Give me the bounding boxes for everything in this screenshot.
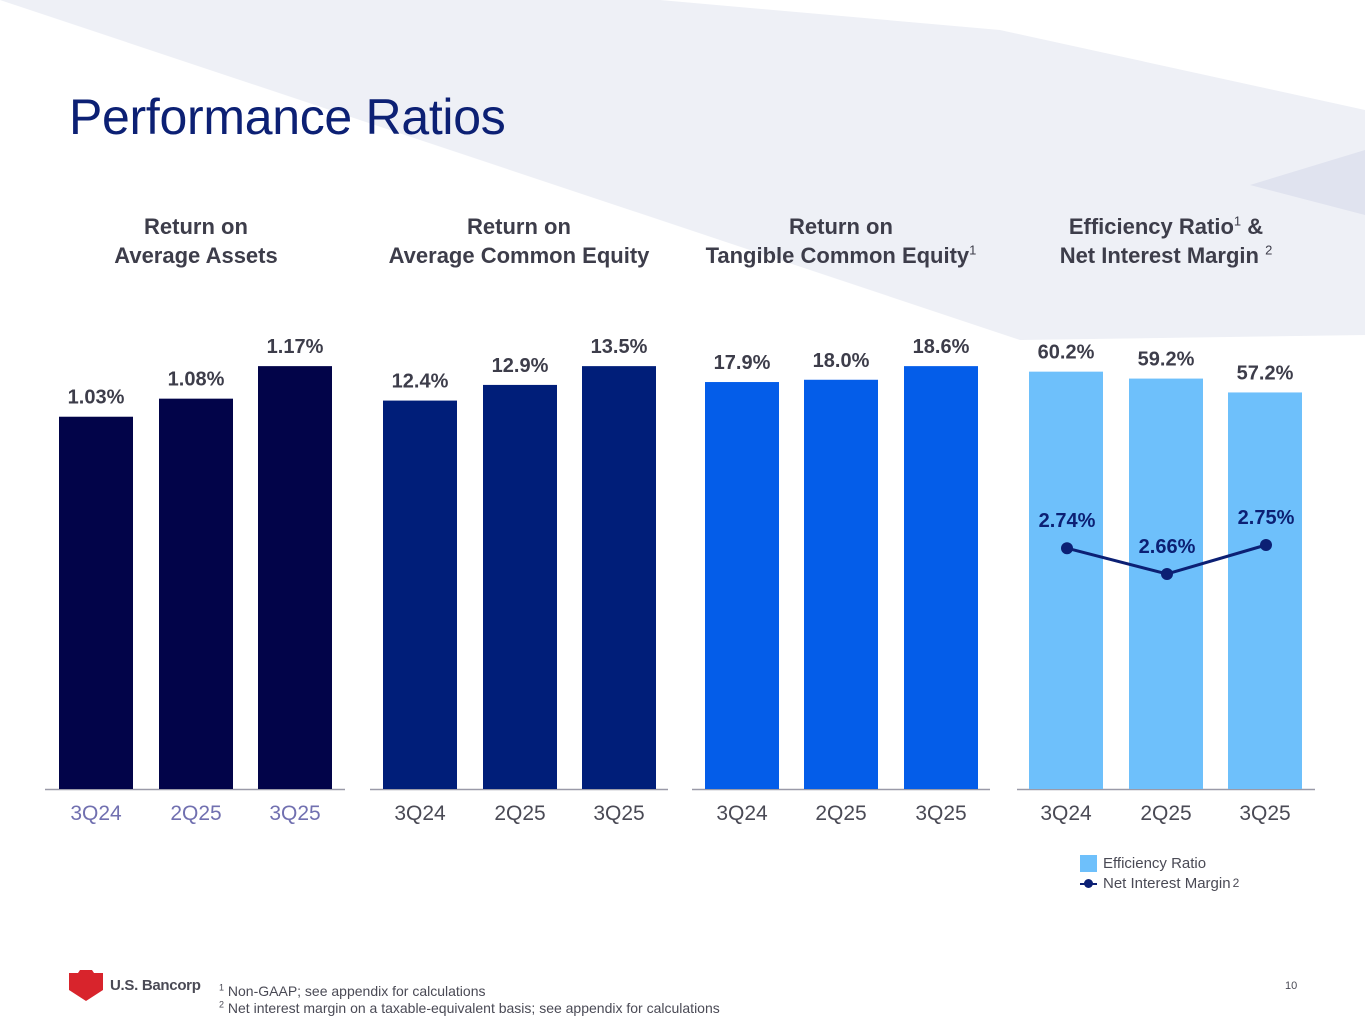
- roa-bar-3q24: [59, 416, 133, 789]
- rotce-bar-2q25: [804, 379, 878, 789]
- efficiency-title-ampersand: &: [1247, 214, 1264, 239]
- roe-tick-label-2q25: 2Q25: [494, 802, 545, 825]
- us-bancorp-shield-icon: [69, 970, 103, 1001]
- efficiency_nim-tick-label-3q25: 3Q25: [1239, 802, 1290, 825]
- roe-data-label-3q24: 12.4%: [392, 371, 449, 393]
- page-number: 10: [1285, 980, 1298, 992]
- efficiency_nim-bar-2q25: [1129, 378, 1203, 789]
- roe-title-line1: Return on: [467, 214, 571, 239]
- rotce-tick-label-3q25: 3Q25: [915, 802, 966, 825]
- footnote-1-text: Non-GAAP; see appendix for calculations: [227, 983, 486, 999]
- rotce-data-label-3q25: 18.6%: [913, 336, 970, 358]
- efficiency-nim-legend: Efficiency Ratio Net Interest Margin 2: [1080, 853, 1239, 893]
- efficiency-title-footnote-mark: 1: [1233, 213, 1242, 229]
- legend-label-net-interest-margin: Net Interest Margin: [1103, 874, 1231, 892]
- nim-title-text: Net Interest Margin: [1059, 243, 1259, 268]
- rotce-title-line2-text: Tangible Common Equity: [705, 243, 970, 268]
- roa-data-label-2q25: 1.08%: [168, 369, 225, 391]
- rotce-tick-label-3q24: 3Q24: [716, 802, 768, 825]
- roe-data-label-2q25: 12.9%: [492, 355, 549, 377]
- nim-point-3q24: [1061, 542, 1073, 555]
- efficiency-title-line2: Net Interest Margin 2: [1006, 241, 1326, 270]
- efficiency_nim-tick-label-3q24: 3Q24: [1040, 802, 1092, 825]
- efficiency_nim-data-label-2q25: 59.2%: [1138, 349, 1195, 371]
- nim-point-2q25: [1161, 568, 1173, 580]
- rotce-bar-3q24: [705, 382, 779, 789]
- roa-title-line1: Return on: [144, 214, 248, 239]
- rotce-title-line1: Return on: [789, 214, 893, 239]
- rotce-tick-label-2q25: 2Q25: [815, 802, 866, 825]
- page-title: Performance Ratios: [69, 89, 506, 145]
- nim-data-label-2q25: 2.66%: [1139, 536, 1196, 558]
- efficiency_nim-data-label-3q24: 60.2%: [1038, 342, 1095, 364]
- efficiency-ratio-swatch-icon: [1080, 854, 1097, 872]
- footnotes: 1 Non-GAAP; see appendix for calculation…: [219, 983, 720, 1017]
- roe-data-label-3q25: 13.5%: [591, 336, 648, 358]
- roa-chart-title: Return on Average Assets: [36, 212, 356, 270]
- roe-chart-title: Return on Average Common Equity: [359, 212, 679, 270]
- efficiency_nim-bar-3q25: [1228, 392, 1302, 789]
- rotce-title-line2: Tangible Common Equity1: [681, 241, 1001, 270]
- roa-bar-3q25: [258, 366, 332, 789]
- roa-tick-label-3q25: 3Q25: [269, 802, 320, 825]
- roa-title-line2: Average Assets: [114, 243, 278, 268]
- legend-item-net-interest-margin: Net Interest Margin 2: [1080, 873, 1239, 893]
- rotce-title-footnote-mark: 1: [969, 242, 977, 258]
- legend-item-efficiency-ratio: Efficiency Ratio: [1080, 853, 1239, 873]
- rotce-chart-title: Return on Tangible Common Equity1: [681, 212, 1001, 270]
- footnote-2: 2 Net interest margin on a taxable-equiv…: [219, 1000, 720, 1017]
- roe-tick-label-3q24: 3Q24: [394, 802, 446, 825]
- rotce-bar-3q25: [904, 366, 978, 789]
- nim-data-label-3q25: 2.75%: [1238, 507, 1295, 529]
- roa-data-label-3q24: 1.03%: [68, 387, 125, 409]
- legend-label-efficiency-ratio: Efficiency Ratio: [1103, 854, 1207, 872]
- nim-data-label-3q24: 2.74%: [1039, 510, 1096, 532]
- roa-bar-2q25: [159, 398, 233, 789]
- efficiency-nim-chart-title: Efficiency Ratio1 & Net Interest Margin …: [1006, 212, 1326, 270]
- roe-bar-3q24: [383, 400, 457, 789]
- net-interest-margin-line-icon: [1080, 875, 1097, 892]
- us-bancorp-logo: U.S. Bancorp: [68, 970, 201, 1001]
- footnote-2-mark: 2: [219, 999, 225, 1010]
- roe-bar-2q25: [483, 384, 557, 789]
- roe-title-line2: Average Common Equity: [388, 243, 650, 268]
- rotce-data-label-2q25: 18.0%: [813, 350, 870, 372]
- roe-bar-3q25: [582, 366, 656, 789]
- roa-data-label-3q25: 1.17%: [267, 336, 324, 358]
- logo-text: U.S. Bancorp: [110, 977, 201, 994]
- footnote-1: 1 Non-GAAP; see appendix for calculation…: [219, 983, 720, 1000]
- nim-title-footnote-mark: 2: [1265, 242, 1273, 258]
- roe-tick-label-3q25: 3Q25: [593, 802, 644, 825]
- footnote-2-text: Net interest margin on a taxable-equival…: [227, 1000, 720, 1016]
- nim-point-3q25: [1260, 539, 1272, 551]
- footnote-1-mark: 1: [219, 982, 225, 993]
- efficiency-title-text: Efficiency Ratio: [1068, 214, 1234, 239]
- roa-tick-label-3q24: 3Q24: [70, 802, 122, 825]
- efficiency-title-line1: Efficiency Ratio1 &: [1006, 212, 1326, 241]
- roa-tick-label-2q25: 2Q25: [170, 802, 221, 825]
- efficiency_nim-data-label-3q25: 57.2%: [1237, 362, 1294, 384]
- efficiency_nim-tick-label-2q25: 2Q25: [1140, 802, 1191, 825]
- efficiency_nim-bar-3q24: [1029, 371, 1103, 789]
- rotce-data-label-3q24: 17.9%: [714, 352, 771, 374]
